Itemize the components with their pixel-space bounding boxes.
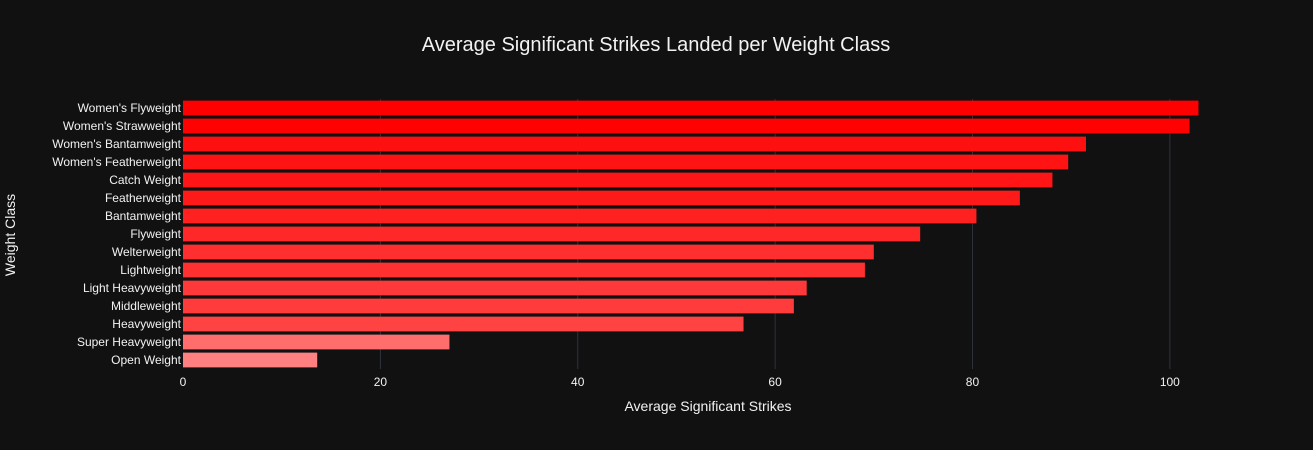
x-tick-labels: 0 20 40 60 80 100 [180,375,1181,389]
chart-title: Average Significant Strikes Landed per W… [422,34,890,56]
bar[interactable] [183,208,977,224]
y-axis-title: Weight Class [2,194,18,276]
y-tick-label: Women's Flyweight [78,101,182,115]
x-axis-title: Average Significant Strikes [624,398,791,414]
x-tick-label: 20 [374,375,388,389]
y-tick-labels: Open Weight Super Heavyweight Heavyweight M… [52,101,181,367]
bar[interactable] [183,352,318,368]
y-tick-label: Middleweight [111,299,182,313]
bar[interactable] [183,280,807,296]
bar[interactable] [183,244,874,260]
y-tick-label: Heavyweight [112,317,181,331]
bar[interactable] [183,334,450,350]
bar[interactable] [183,100,1199,116]
x-tick-label: 40 [571,375,585,389]
y-tick-label: Super Heavyweight [77,335,182,349]
bar[interactable] [183,190,1020,206]
bar[interactable] [183,172,1053,188]
y-tick-label: Open Weight [111,353,181,367]
y-tick-label: Catch Weight [109,173,181,187]
y-tick-label: Featherweight [105,191,182,205]
bar[interactable] [183,298,794,314]
bar[interactable] [183,118,1190,134]
y-tick-label: Bantamweight [105,209,182,223]
x-tick-label: 80 [966,375,980,389]
bar[interactable] [183,316,744,332]
bar[interactable] [183,226,921,242]
y-tick-label: Welterweight [112,245,182,259]
bar[interactable] [183,136,1086,152]
x-tick-label: 0 [180,375,187,389]
y-tick-label: Women's Featherweight [52,155,181,169]
y-tick-label: Women's Bantamweight [52,137,181,151]
y-tick-label: Lightweight [120,263,181,277]
bar[interactable] [183,262,865,278]
bars [183,100,1199,368]
x-tick-label: 100 [1160,375,1180,389]
bar[interactable] [183,154,1069,170]
x-tick-label: 60 [768,375,782,389]
y-tick-label: Flyweight [130,227,181,241]
y-tick-label: Light Heavyweight [83,281,182,295]
y-tick-label: Women's Strawweight [63,119,182,133]
